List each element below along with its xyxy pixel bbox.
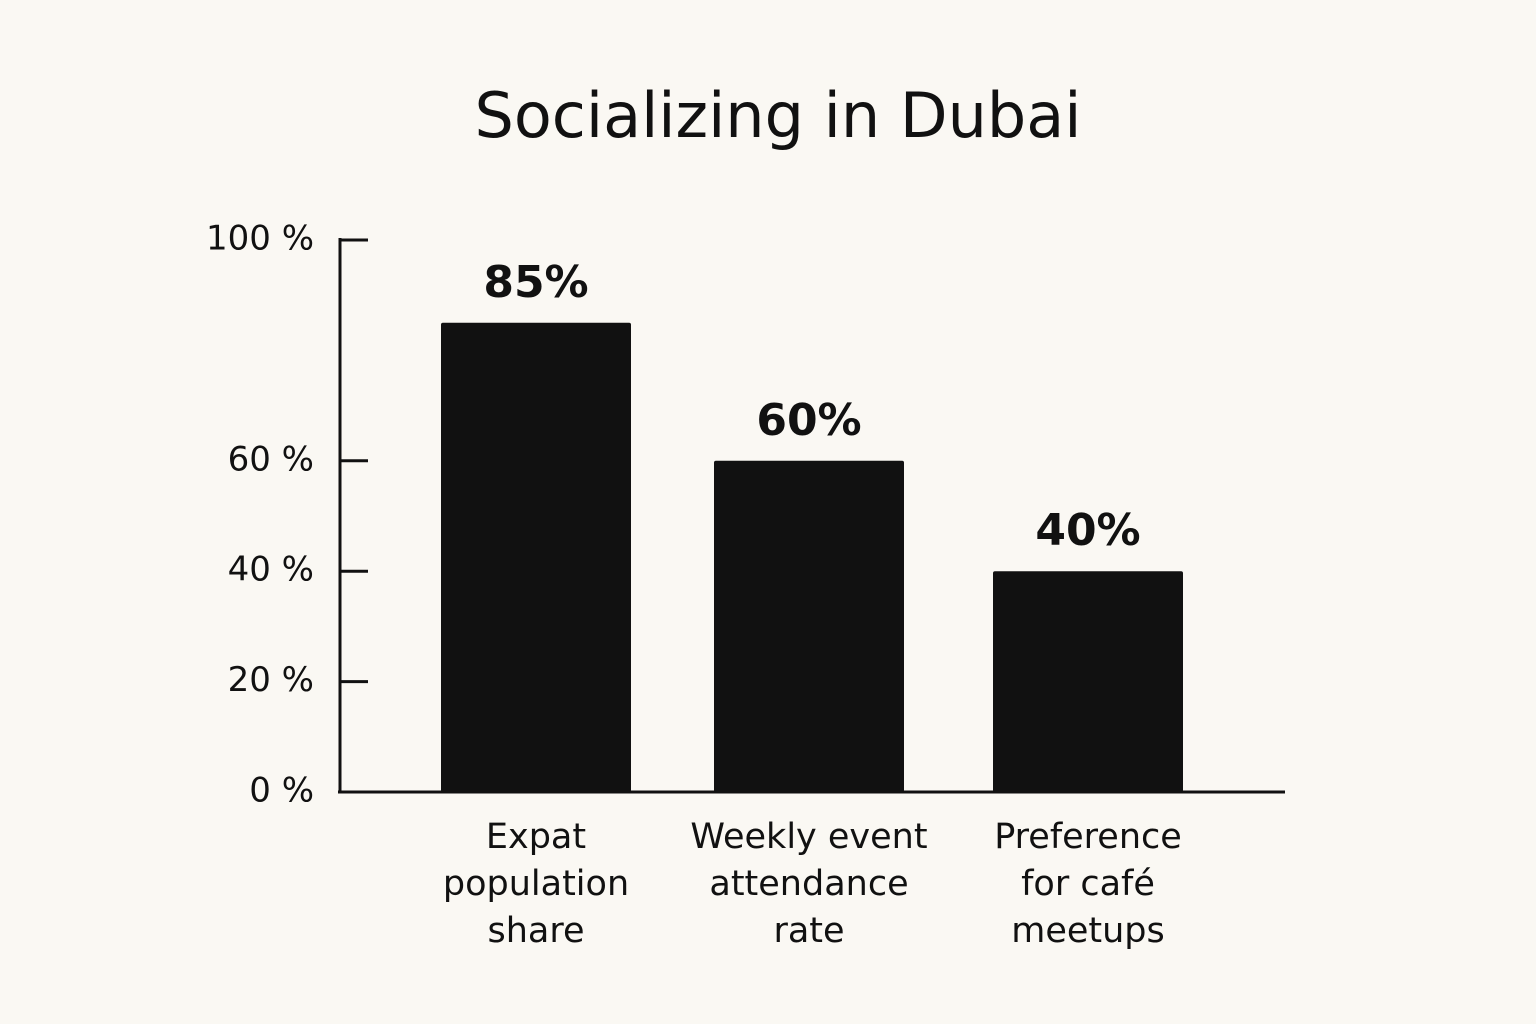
x-tick-label: Preference for café meetups — [994, 817, 1182, 951]
y-tick-label: 60 % — [228, 439, 314, 479]
y-tick-label: 0 % — [249, 771, 314, 811]
value-label: 85% — [483, 257, 588, 308]
chart-title: Socializing in Dubai — [474, 79, 1081, 152]
bar — [714, 460, 904, 792]
bar — [993, 571, 1183, 792]
value-label: 60% — [756, 395, 861, 446]
bar — [441, 322, 631, 792]
y-tick-label: 40 % — [228, 550, 314, 590]
x-tick-label: Weekly event attendance rate — [690, 817, 928, 951]
x-tick-label: Expat population share — [442, 817, 630, 951]
y-tick-label: 100 % — [206, 219, 314, 259]
y-tick-label: 20 % — [228, 660, 314, 700]
value-label: 40% — [1035, 505, 1140, 556]
